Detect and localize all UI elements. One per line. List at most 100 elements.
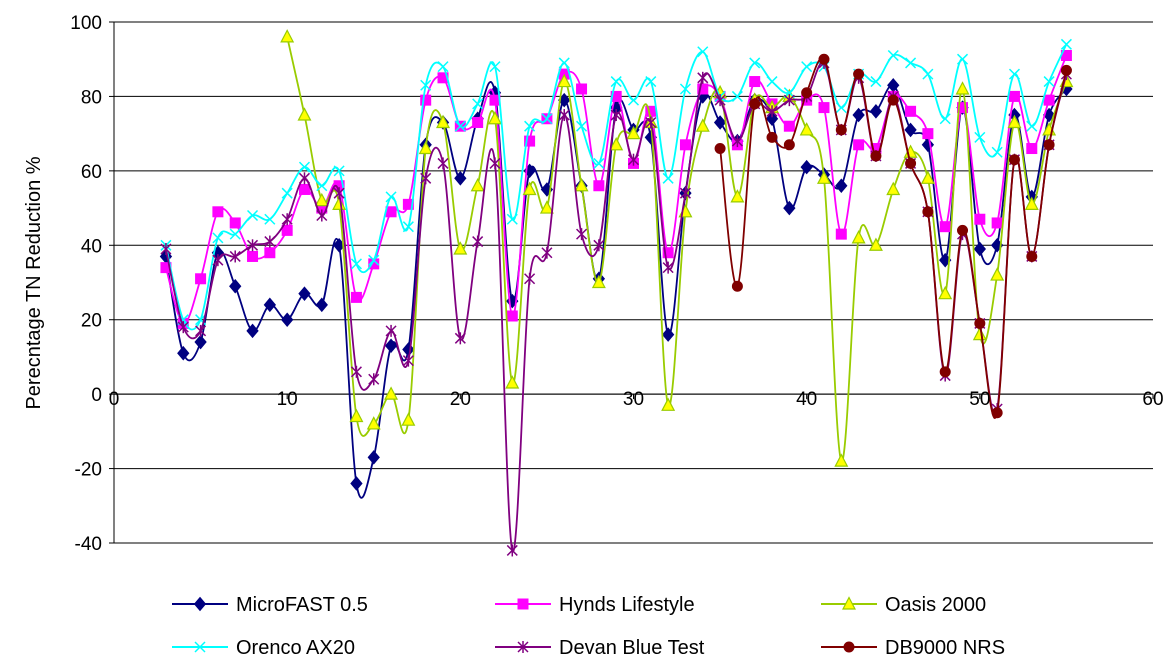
data-point — [818, 102, 830, 114]
data-point — [264, 213, 276, 225]
data-point — [368, 373, 380, 386]
data-point — [816, 170, 831, 184]
data-point — [852, 107, 865, 123]
data-point — [905, 105, 917, 117]
y-tick-label: 40 — [81, 236, 102, 257]
data-point-stroke — [905, 57, 917, 69]
series-3 — [160, 38, 1072, 331]
data-point-stroke — [333, 165, 345, 177]
legend-label: Devan Blue Test — [559, 637, 705, 659]
data-point — [298, 183, 310, 195]
data-point — [402, 221, 414, 233]
data-point — [938, 285, 953, 300]
data-point — [801, 61, 813, 73]
data-point — [662, 261, 674, 274]
data-point-stroke — [506, 213, 518, 225]
data-point — [297, 107, 312, 121]
data-point — [557, 73, 572, 88]
data-point — [610, 90, 622, 102]
data-point — [939, 113, 951, 125]
data-point — [835, 178, 848, 194]
data-point — [974, 317, 986, 329]
data-point — [298, 286, 311, 301]
data-point — [489, 157, 501, 170]
data-point — [298, 161, 311, 173]
data-point — [697, 83, 709, 95]
data-point-stroke — [195, 314, 207, 326]
data-point — [453, 241, 468, 255]
legend-label: Hynds Lifestyle — [559, 594, 695, 616]
data-point — [402, 354, 414, 367]
data-point — [418, 140, 433, 155]
data-point — [350, 258, 362, 270]
data-point — [870, 150, 882, 162]
data-point — [783, 139, 795, 151]
data-point — [834, 453, 849, 467]
data-point — [314, 192, 329, 207]
data-point — [679, 83, 691, 95]
data-point — [714, 143, 726, 155]
data-point — [366, 416, 381, 430]
legend-marker — [517, 641, 529, 653]
data-point — [298, 172, 311, 185]
data-point — [246, 323, 259, 339]
data-point — [835, 124, 847, 136]
data-point-stroke — [472, 98, 484, 110]
data-point — [956, 53, 969, 65]
data-point — [489, 61, 501, 73]
data-point — [731, 135, 743, 148]
data-point — [1026, 250, 1038, 262]
data-point — [472, 116, 484, 128]
data-point — [506, 544, 518, 557]
data-point-stroke — [281, 187, 293, 199]
x-tick-label: 30 — [623, 389, 644, 410]
data-point — [766, 105, 778, 118]
data-point — [835, 102, 847, 114]
data-point — [679, 139, 691, 151]
data-point — [749, 98, 761, 110]
data-point-stroke — [697, 46, 709, 58]
data-point — [263, 297, 277, 313]
data-point — [524, 272, 536, 285]
data-point — [506, 213, 518, 225]
data-point — [472, 98, 484, 110]
data-point — [645, 116, 657, 129]
y-tick-label: 60 — [81, 162, 102, 183]
data-point — [697, 71, 709, 84]
data-point-stroke — [887, 49, 899, 62]
data-point — [870, 76, 882, 88]
data-point — [160, 243, 172, 256]
data-point — [991, 217, 1003, 229]
data-point — [991, 146, 1003, 158]
legend-marker — [842, 596, 856, 610]
x-tick-label: 0 — [109, 389, 120, 410]
data-point — [401, 412, 416, 426]
data-point-stroke — [541, 113, 553, 125]
legend-marker — [194, 641, 206, 653]
legend-label: Oasis 2000 — [885, 594, 986, 616]
data-point — [281, 312, 294, 327]
data-point — [385, 191, 397, 203]
data-point — [1060, 38, 1072, 50]
data-point — [436, 114, 451, 129]
data-point — [922, 128, 934, 140]
data-point — [783, 200, 796, 216]
data-point — [939, 366, 951, 378]
legend-marker — [843, 641, 855, 653]
data-point — [420, 79, 432, 91]
series-group — [159, 29, 1074, 557]
data-point — [974, 131, 986, 143]
data-point — [1008, 68, 1020, 80]
data-point — [593, 180, 605, 192]
data-point — [626, 125, 641, 140]
data-point — [869, 104, 883, 119]
data-point — [905, 57, 917, 69]
data-point-stroke — [974, 131, 986, 143]
data-point — [1043, 94, 1055, 106]
data-point — [1024, 196, 1039, 210]
data-point — [454, 120, 466, 132]
legend-marker — [193, 596, 207, 612]
legend-marker-stroke — [194, 641, 206, 653]
data-point-stroke — [835, 102, 847, 114]
data-point-stroke — [229, 228, 241, 240]
